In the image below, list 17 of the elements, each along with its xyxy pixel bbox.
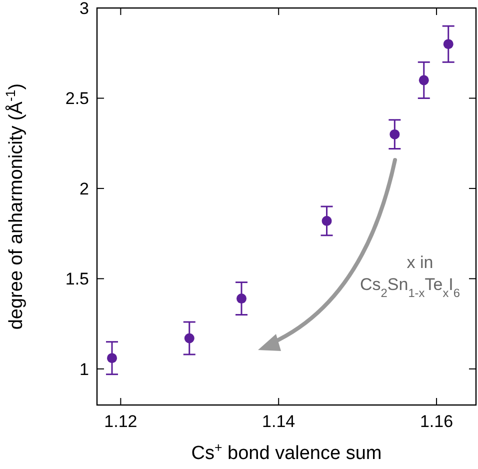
point [390, 129, 400, 140]
x-axis-title: Cs$^{+}$ bond valence sum [191, 440, 382, 464]
y-tick-label: 2 [80, 179, 89, 198]
y-tick-label: 2.5 [65, 89, 89, 108]
y-tick-label: 3 [80, 0, 89, 18]
x-tick-label: 1.14 [262, 412, 296, 431]
y-tick-label: 1.5 [65, 270, 89, 289]
point [107, 353, 117, 364]
point [184, 333, 194, 344]
point [418, 75, 429, 86]
x-tick-label: 1.16 [420, 412, 454, 431]
point [236, 294, 246, 304]
text: x in Cs$_{2}$Sn$_{1-x}$Te$_{x}$I$_{6}$ [360, 253, 460, 300]
y-tick-label: 1 [80, 360, 89, 379]
point [443, 39, 454, 50]
point [322, 216, 332, 226]
x-tick-label: 1.12 [104, 412, 138, 431]
